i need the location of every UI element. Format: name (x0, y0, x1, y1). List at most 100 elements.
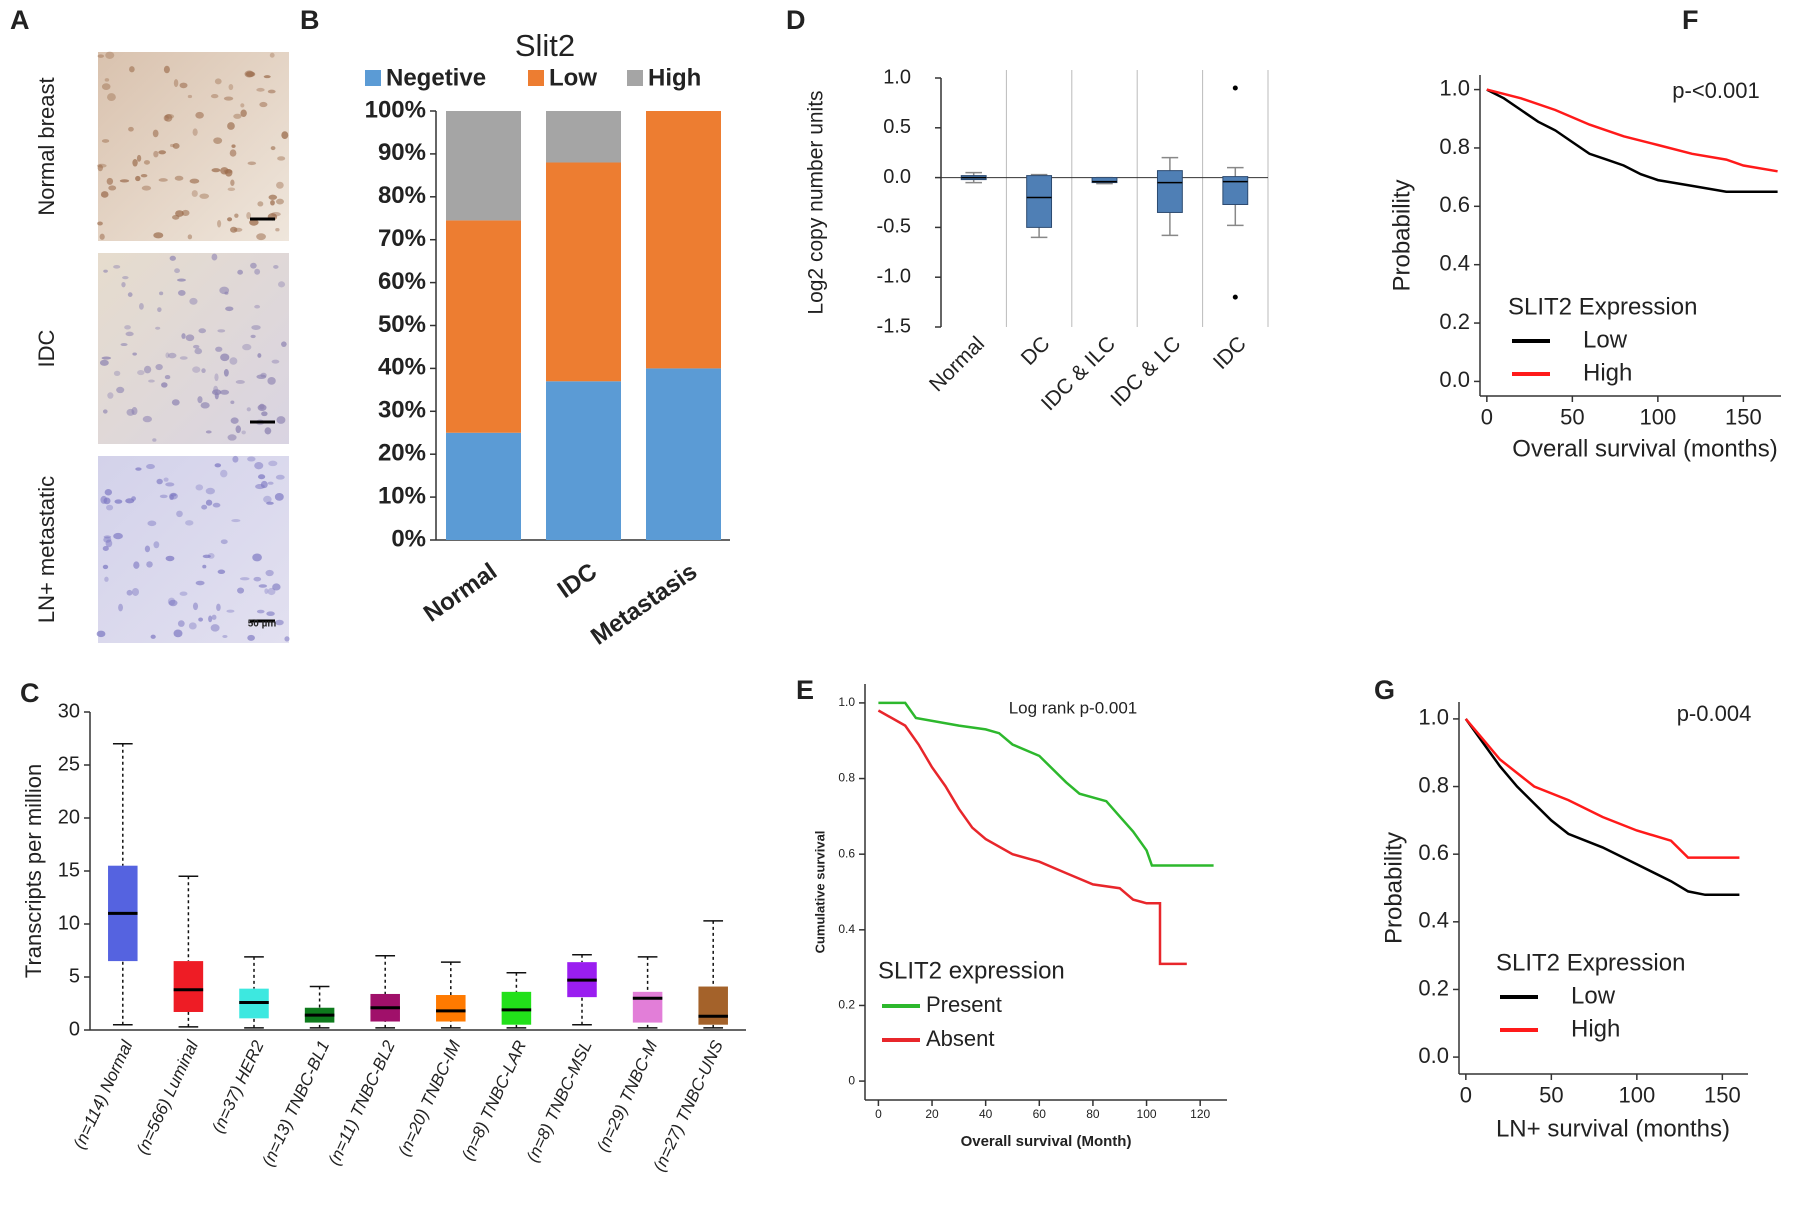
cell (267, 481, 274, 485)
cell (229, 357, 238, 365)
cell (250, 334, 256, 339)
legend-title: SLIT2 expression (878, 957, 1065, 984)
cell (118, 603, 123, 612)
y-tick-label: 25 (58, 753, 80, 775)
legend-swatch (365, 70, 381, 86)
cell (147, 520, 157, 527)
cell (195, 484, 204, 491)
x-tick-label: (n=27) TNBC-UNS (650, 1037, 728, 1174)
cell (106, 504, 114, 511)
cell (138, 302, 144, 310)
x-tick-label: 150 (1704, 1082, 1741, 1107)
x-tick-label: (n=11) TNBC-BL2 (325, 1037, 400, 1168)
image-label: LN+ metastatic (34, 476, 59, 623)
cell (247, 634, 255, 641)
x-tick-label: (n=13) TNBC-BL1 (258, 1038, 333, 1170)
cell (179, 591, 188, 596)
legend-label: Present (926, 992, 1002, 1017)
cell (247, 456, 256, 462)
histology-images (96, 51, 290, 643)
cell (267, 587, 276, 596)
cell (105, 539, 113, 548)
y-axis-label: Log2 copy number units (805, 90, 828, 314)
cell (164, 374, 171, 380)
cell (227, 187, 236, 192)
cell (144, 545, 151, 553)
cell (194, 348, 203, 355)
cell (197, 396, 203, 404)
cell (240, 103, 245, 108)
cell (174, 175, 184, 181)
cell (198, 617, 203, 622)
x-axis-label: Overall survival (months) (1512, 435, 1777, 462)
cell (252, 553, 262, 562)
cell (275, 198, 284, 205)
cell (161, 382, 168, 388)
cell (213, 385, 219, 394)
cell (259, 101, 268, 108)
cell (169, 143, 175, 148)
cell (137, 369, 145, 376)
cell (217, 219, 222, 228)
chart-title: Slit2 (515, 28, 575, 63)
cell (102, 564, 109, 570)
legend-title: SLIT2 Expression (1508, 293, 1697, 320)
cell (195, 580, 205, 586)
y-tick-label: 0.0 (883, 166, 911, 188)
x-tick-label: 150 (1725, 404, 1762, 429)
cell (263, 495, 272, 503)
cell (205, 499, 213, 506)
cell (239, 577, 250, 581)
cell (124, 325, 131, 330)
outlier (1232, 85, 1238, 91)
cell (104, 78, 110, 82)
cell (158, 178, 168, 182)
outlier (1232, 294, 1238, 300)
cell (103, 535, 112, 539)
cell (169, 492, 178, 500)
cell (153, 150, 159, 158)
cell (231, 144, 236, 148)
cell (276, 416, 286, 424)
cell (235, 379, 245, 384)
cell (265, 569, 274, 577)
cell (251, 325, 261, 330)
cell (143, 160, 151, 165)
y-axis-label: Probability (1388, 179, 1415, 291)
cell (254, 268, 261, 275)
cell (272, 583, 281, 591)
x-tick-label: (n=566) Luminal (133, 1036, 203, 1157)
cell (267, 377, 276, 385)
cell (143, 365, 152, 374)
cell (152, 129, 159, 138)
cell (97, 221, 103, 226)
cell (250, 262, 257, 269)
cell (220, 167, 229, 175)
cell (231, 519, 241, 523)
cell (119, 179, 130, 183)
y-tick-label: 30 (58, 700, 80, 722)
cell (202, 554, 211, 559)
cell (260, 480, 268, 489)
cell (232, 455, 239, 463)
y-tick-label: 0.2 (1418, 975, 1449, 1000)
cell (271, 211, 281, 217)
cell (191, 190, 198, 197)
y-tick-label: 10% (378, 482, 426, 509)
cell (211, 253, 218, 261)
cell (158, 150, 167, 155)
cell (222, 634, 228, 639)
box (1156, 170, 1183, 213)
cell (195, 111, 204, 119)
cell (132, 159, 138, 167)
y-tick-label: 0 (69, 1018, 80, 1040)
y-tick-label: -1.5 (877, 315, 911, 337)
cell (223, 368, 229, 377)
cell (271, 359, 280, 364)
x-tick-label: 50 (1539, 1082, 1563, 1107)
cell (230, 179, 235, 186)
histology-image (98, 253, 289, 444)
cell (173, 79, 179, 88)
y-tick-label: 100% (365, 96, 426, 123)
cell (146, 561, 153, 568)
